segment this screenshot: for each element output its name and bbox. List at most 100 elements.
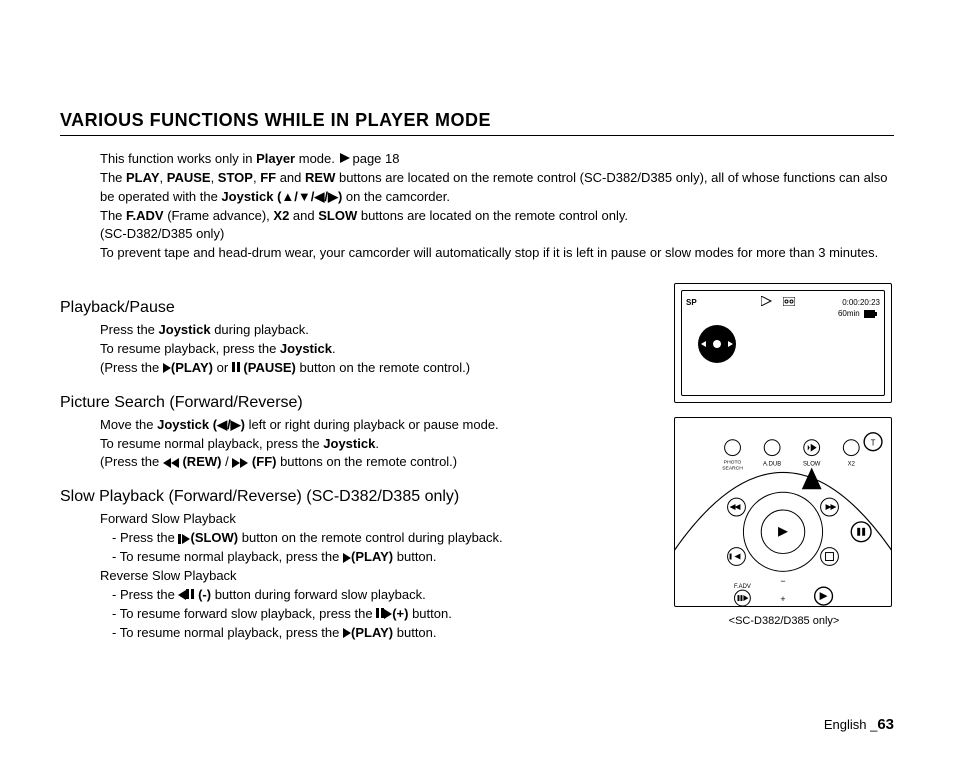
lcd-screen: SP 0:00:20:23 60min: [681, 290, 885, 396]
t: (PAUSE): [240, 360, 296, 375]
t: Press the: [120, 587, 179, 602]
fwd-slow-label: Forward Slow Playback: [100, 510, 654, 529]
lcd-batt: 60min: [838, 309, 878, 318]
pageref-icon: [340, 153, 350, 163]
t: button during forward slow playback.: [211, 587, 426, 602]
svg-text:SEARCH: SEARCH: [722, 466, 743, 472]
page-title: VARIOUS FUNCTIONS WHILE IN PLAYER MODE: [60, 110, 894, 136]
fwd-slow-list: Press the (SLOW) button on the remote co…: [112, 529, 654, 567]
lcd-topbar: SP 0:00:20:23: [686, 295, 880, 309]
footer-lang: English _: [824, 717, 877, 732]
list-item: Press the (-) button during forward slow…: [112, 586, 654, 605]
t: mode.: [295, 151, 338, 166]
t: Joystick: [280, 341, 332, 356]
t: The: [100, 170, 126, 185]
t: .: [375, 436, 379, 451]
label: PHOTO: [724, 460, 742, 466]
t: buttons on the remote control.): [276, 454, 457, 469]
rew-icon: [163, 454, 179, 469]
t: buttons are located on the remote contro…: [357, 208, 628, 223]
t: (FF): [248, 454, 276, 469]
t: (-): [194, 587, 211, 602]
t: /: [221, 454, 232, 469]
t: during playback.: [211, 322, 309, 337]
t: REW: [305, 170, 335, 185]
subhead-playback: Playback/Pause: [60, 299, 654, 317]
subhead-slow: Slow Playback (Forward/Reverse) (SC-D382…: [60, 488, 654, 506]
t: To resume normal playback, press the: [120, 625, 343, 640]
t: The: [100, 208, 126, 223]
remote-svg: PHOTO SEARCH A.DUB SLOW X2 T: [675, 418, 891, 606]
t: on the camcorder.: [342, 189, 450, 204]
t: Joystick (▲/▼/◀/▶): [221, 189, 342, 204]
figure-column: SP 0:00:20:23 60min: [674, 283, 894, 642]
t: Joystick: [323, 436, 375, 451]
t: STOP: [218, 170, 253, 185]
t: Move the: [100, 417, 157, 432]
label: X2: [848, 462, 855, 468]
t: To resume normal playback, press the: [100, 436, 323, 451]
slow-icon: [178, 534, 190, 544]
play-icon: [343, 553, 351, 563]
t: .: [332, 341, 336, 356]
t: and: [289, 208, 318, 223]
list-item: To resume normal playback, press the (PL…: [112, 624, 654, 643]
content-row: Playback/Pause Press the Joystick during…: [60, 283, 894, 642]
t: (PLAY): [171, 360, 213, 375]
lcd-min: 60min: [838, 309, 860, 318]
body-search: Move the Joystick (◀/▶) left or right du…: [100, 416, 654, 473]
t: (Frame advance),: [164, 208, 274, 223]
t: Press the: [100, 322, 159, 337]
t: ,: [160, 170, 167, 185]
list-item: Press the (SLOW) button on the remote co…: [112, 529, 654, 548]
t: button on the remote control during play…: [238, 530, 503, 545]
figure-caption: <SC-D382/D385 only>: [674, 615, 894, 627]
pointer-icon: [802, 468, 822, 490]
t: and: [276, 170, 305, 185]
t: Press the: [120, 530, 179, 545]
body-playback: Press the Joystick during playback. To r…: [100, 321, 654, 378]
t: Joystick (◀/▶): [157, 417, 245, 432]
t: To resume normal playback, press the: [120, 549, 343, 564]
lcd-sp: SP: [686, 298, 697, 307]
t: (Press the: [100, 454, 163, 469]
t: To prevent tape and head-drum wear, your…: [100, 245, 878, 260]
lcd-play-icon: [761, 296, 773, 308]
title-block: VARIOUS FUNCTIONS WHILE IN PLAYER MODE: [60, 110, 894, 136]
text-column: Playback/Pause Press the Joystick during…: [60, 283, 674, 642]
t: SLOW: [318, 208, 357, 223]
center-play-icon: [778, 527, 788, 537]
step-back-icon: [178, 586, 194, 605]
t: Joystick: [159, 322, 211, 337]
lcd-time: 0:00:20:23: [842, 298, 880, 307]
footer-page: 63: [877, 716, 894, 733]
label: SLOW: [803, 462, 821, 468]
t: page 18: [352, 151, 399, 166]
manual-page: VARIOUS FUNCTIONS WHILE IN PLAYER MODE T…: [0, 0, 954, 773]
label: F.ADV: [734, 584, 751, 590]
rev-slow-label: Reverse Slow Playback: [100, 567, 654, 586]
list-item: To resume forward slow playback, press t…: [112, 605, 654, 624]
t: (+): [392, 606, 408, 621]
ff-icon: [232, 454, 248, 469]
rev-slow-list: Press the (-) button during forward slow…: [112, 586, 654, 643]
t: button.: [393, 549, 436, 564]
t: (SC-D382/D385 only): [100, 226, 224, 241]
page-footer: English _63: [824, 716, 894, 733]
t: ,: [211, 170, 218, 185]
lcd-figure: SP 0:00:20:23 60min: [674, 283, 892, 403]
t: button on the remote control.): [296, 360, 470, 375]
list-item: To resume normal playback, press the (PL…: [112, 548, 654, 567]
battery-icon: [864, 310, 878, 318]
t: or: [213, 360, 232, 375]
label: A.DUB: [763, 462, 781, 468]
t: PLAY: [126, 170, 159, 185]
t: To resume playback, press the: [100, 341, 280, 356]
svg-text:T: T: [871, 439, 876, 448]
t: F.ADV: [126, 208, 164, 223]
svg-text:−: −: [780, 576, 785, 586]
t: left or right during playback or pause m…: [245, 417, 499, 432]
pause-icon: [232, 359, 240, 378]
t: (Press the: [100, 360, 163, 375]
play-icon: [343, 628, 351, 638]
